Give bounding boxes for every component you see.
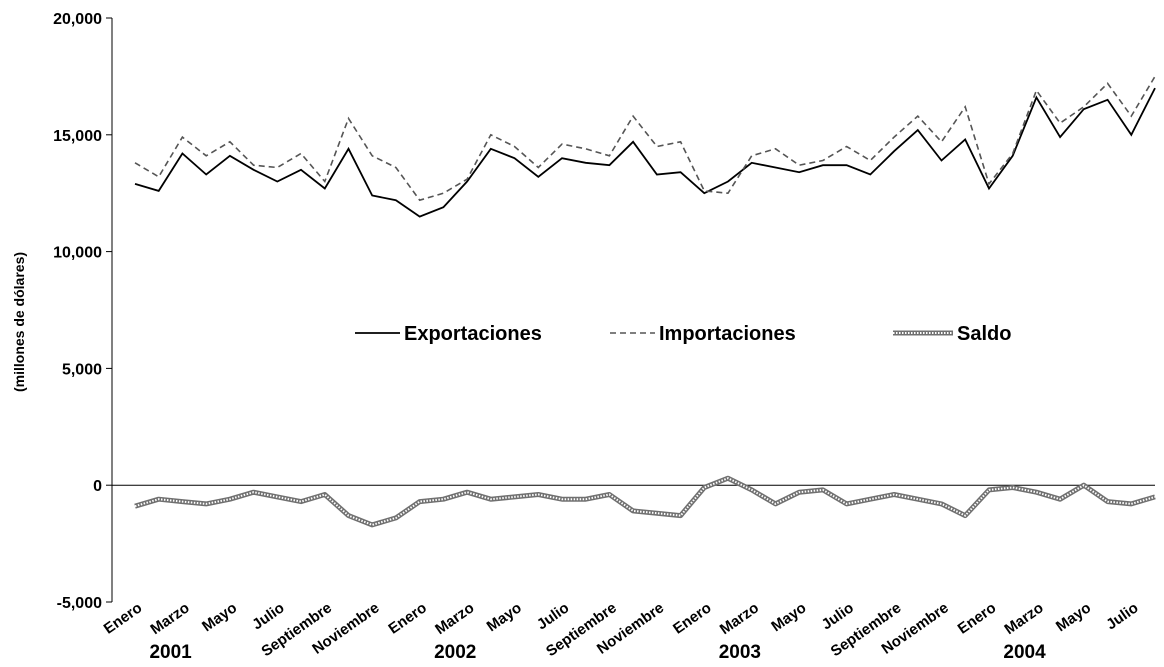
x-year-label: 2003 [719, 642, 761, 663]
y-ticks: 20,000 15,000 10,000 5,000 0 -5,000 [53, 11, 112, 612]
x-year-label: 2004 [1003, 642, 1046, 663]
x-month-label: Mayo [1053, 599, 1094, 635]
x-month-label: Enero [670, 599, 715, 637]
y-tick-label: 0 [93, 478, 102, 495]
x-month-label: Mayo [199, 599, 240, 635]
exportaciones-legend-label: Exportaciones [404, 323, 542, 345]
y-tick-label: -5,000 [57, 595, 102, 612]
y-axis-label: (millones de dólares) [11, 252, 27, 392]
legend: Exportaciones Importaciones Saldo [355, 323, 1011, 345]
x-month-label: Julio [534, 599, 572, 633]
x-month-label: Julio [818, 599, 856, 633]
exportaciones-line [134, 87, 1156, 218]
saldo-line-pattern [134, 477, 1156, 526]
x-month-label: Enero [385, 599, 430, 637]
x-year-label: 2002 [434, 642, 476, 663]
x-month-label: Marzo [1001, 599, 1046, 638]
axes [111, 18, 1155, 602]
x-month-label: Marzo [432, 599, 477, 638]
x-month-label: Enero [955, 599, 1000, 637]
x-month-label: Marzo [147, 599, 192, 638]
x-month-label: Julio [249, 599, 287, 633]
y-tick-label: 20,000 [53, 11, 102, 28]
x-month-label: Marzo [717, 599, 762, 638]
x-month-label: Mayo [484, 599, 525, 635]
x-year-labels: 2001 2002 2003 2004 [149, 642, 1046, 663]
x-year-label: 2001 [149, 642, 192, 663]
y-tick-label: 10,000 [53, 245, 102, 262]
importaciones-legend-label: Importaciones [659, 323, 796, 345]
x-month-label: Enero [101, 599, 146, 637]
y-tick-label: 5,000 [62, 361, 102, 378]
y-tick-label: 15,000 [53, 128, 102, 145]
saldo-legend-label: Saldo [957, 323, 1011, 345]
x-month-label: Julio [1103, 599, 1141, 633]
importaciones-line [134, 75, 1156, 202]
series-lines [134, 75, 1156, 528]
x-month-label: Mayo [768, 599, 809, 635]
